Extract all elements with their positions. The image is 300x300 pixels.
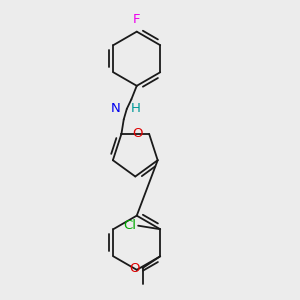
Text: H: H [130,102,140,115]
Text: O: O [130,262,140,275]
Text: O: O [132,128,142,140]
Text: Cl: Cl [123,219,136,232]
Text: N: N [111,102,120,115]
Text: F: F [133,13,140,26]
